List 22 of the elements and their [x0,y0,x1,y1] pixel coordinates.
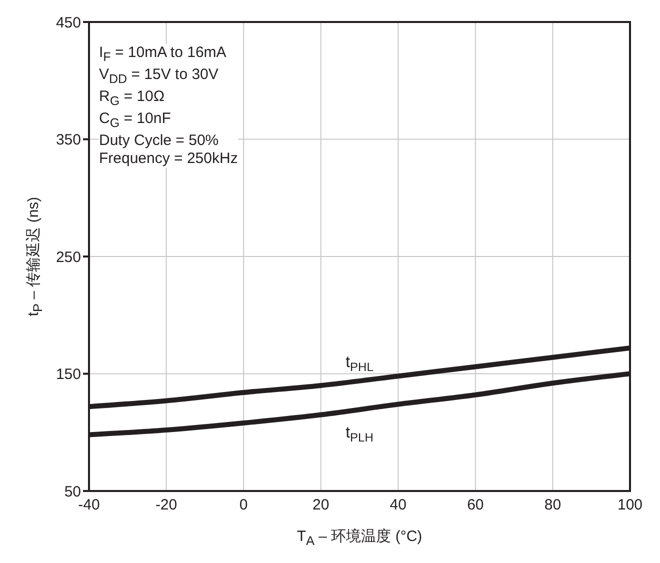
x-tick-label: 80 [544,496,562,514]
y-tick-label: 50 [64,483,81,500]
annotation: Frequency = 250kHz [99,150,238,168]
series-label: t$_{PHL}$ [346,354,374,374]
x-tick-label: 0 [239,496,248,514]
y-tick-label: 350 [56,132,81,149]
x-tick-label: -20 [155,496,178,514]
x-tick-label: 100 [617,496,643,514]
annotation: V$_{DD}$ = 15V to 30V [99,66,220,88]
y-tick-label: 250 [56,248,81,266]
y-tick-label: 450 [56,14,81,32]
x-axis-title: T$_{A}$ – 环境温度 (°C) [296,528,422,548]
annotation: C$_{G}$ = 10nF [99,110,172,132]
y-tick-label: 150 [56,366,81,384]
annotation: Duty Cycle = 50% [99,132,220,150]
x-tick-label: 40 [390,496,406,514]
x-tick-label: -40 [78,496,100,514]
x-tick-label: 20 [312,496,330,514]
annotation: I$_{F}$ = 10mA to 16mA [99,44,228,66]
annotation: R$_{G}$ = 10Ω [99,88,166,110]
x-tick-label: 60 [467,496,484,514]
series-label: t$_{PLH}$ [346,424,374,444]
